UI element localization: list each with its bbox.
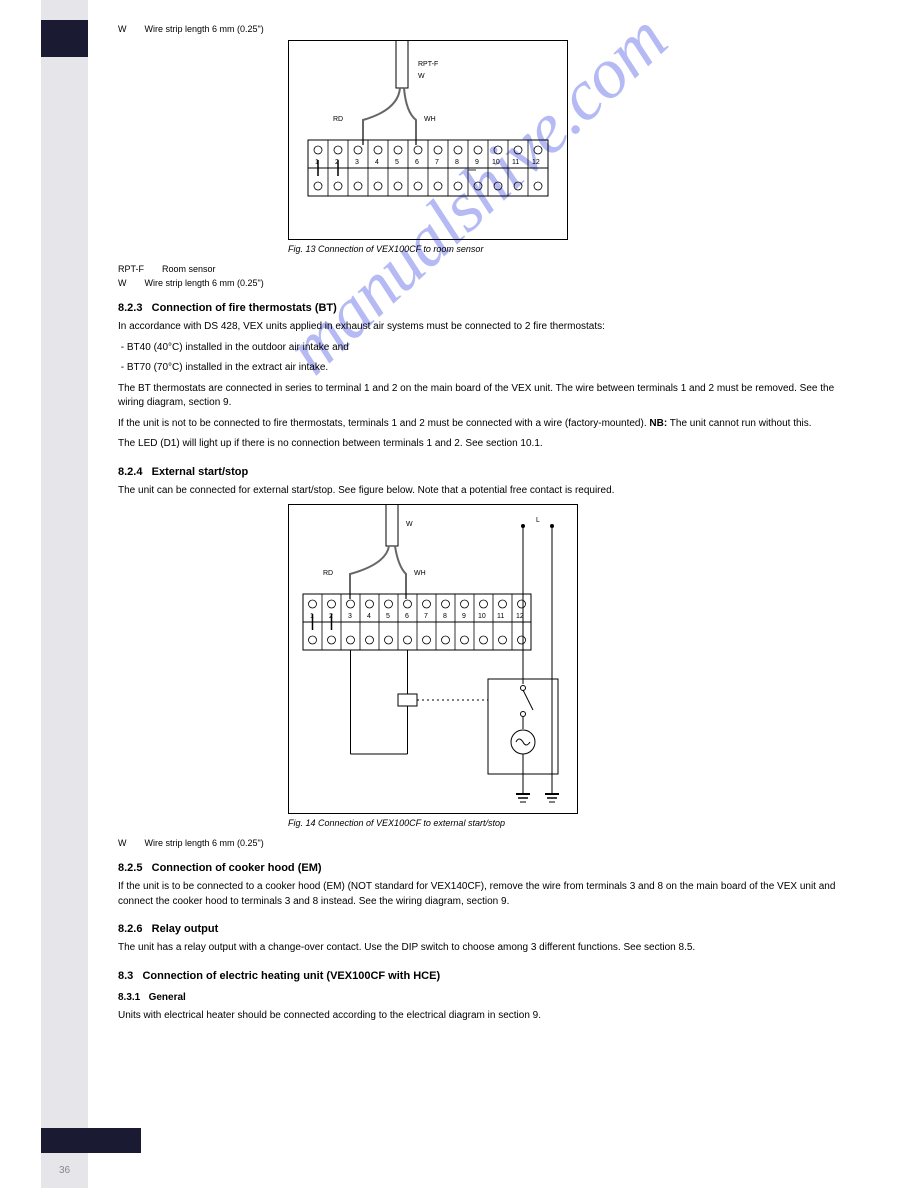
svg-text:1: 1	[315, 159, 319, 166]
svg-text:1: 1	[310, 613, 314, 620]
text-8-2-3-p4: The LED (D1) will light up if there is n…	[118, 437, 858, 452]
text-8-2-3-b2: - BT70 (70°C) installed in the extract a…	[118, 361, 858, 376]
page-number: 36	[41, 1165, 88, 1176]
svg-text:11: 11	[497, 613, 504, 620]
legend-text: Wire strip length 6 mm (0.25")	[145, 24, 264, 34]
fig14-svg: W RD WH L	[288, 504, 578, 814]
text-8-2-3-b1: - BT40 (40°C) installed in the outdoor a…	[118, 341, 858, 356]
text-8-2-4: The unit can be connected for external s…	[118, 484, 858, 499]
fig13-legend-key: RPT-F	[118, 264, 144, 274]
fig13-legend-w: W Wire strip length 6 mm (0.25")	[118, 278, 858, 288]
svg-text:4: 4	[375, 159, 379, 166]
svg-text:3: 3	[355, 159, 359, 166]
heading-8-2-6: 8.2.6 Relay output	[118, 923, 858, 935]
figure-13: RPT-F W RD WH	[288, 40, 858, 240]
fig13-terminal-strip: 1 2 3 4 5 6 7 8 9 10 11 12	[308, 140, 548, 196]
fig14-legend-val: Wire strip length 6 mm (0.25")	[145, 838, 264, 848]
fig13-legend-val: Room sensor	[162, 264, 216, 274]
fig13-caption: Fig. 13 Connection of VEX100CF to room s…	[288, 244, 858, 254]
fig13-svg: RPT-F W RD WH	[288, 40, 568, 240]
svg-text:5: 5	[395, 159, 399, 166]
fig13-label-rptf: RPT-F	[418, 61, 438, 68]
text-8-2-3-p1: In accordance with DS 428, VEX units app…	[118, 320, 858, 335]
svg-text:11: 11	[512, 159, 519, 166]
svg-text:4: 4	[367, 613, 371, 620]
heading-8-2-4: 8.2.4 External start/stop	[118, 466, 858, 478]
svg-text:8: 8	[455, 159, 459, 166]
heading-8-2-3: 8.2.3 Connection of fire thermostats (BT…	[118, 302, 858, 314]
fig13-legend-w-val: Wire strip length 6 mm (0.25")	[145, 278, 264, 288]
figure-14: W RD WH L	[288, 504, 858, 814]
fig14-rd: RD	[323, 570, 333, 577]
svg-text:6: 6	[415, 159, 419, 166]
heading-8-3: 8.3 Connection of electric heating unit …	[118, 970, 858, 982]
fig13-legend-w-key: W	[118, 278, 127, 288]
svg-text:9: 9	[475, 159, 479, 166]
fig13-rd: RD	[333, 116, 343, 123]
text-8-3-1: Units with electrical heater should be c…	[118, 1009, 858, 1024]
svg-text:7: 7	[424, 613, 428, 620]
svg-text:6: 6	[405, 613, 409, 620]
fig14-legend-key: W	[118, 838, 127, 848]
fig14-caption: Fig. 14 Connection of VEX100CF to extern…	[288, 818, 858, 828]
svg-text:7: 7	[435, 159, 439, 166]
svg-text:10: 10	[478, 613, 486, 620]
svg-text:3: 3	[348, 613, 352, 620]
svg-text:10: 10	[492, 159, 500, 166]
svg-text:5: 5	[386, 613, 390, 620]
page-content: W Wire strip length 6 mm (0.25") RPT-F W…	[118, 20, 858, 1029]
legend-row-w: W Wire strip length 6 mm (0.25")	[118, 24, 858, 34]
fig14-legend-w: W Wire strip length 6 mm (0.25")	[118, 838, 858, 848]
svg-text:2: 2	[329, 613, 333, 620]
fig14-label-w: W	[406, 521, 413, 528]
text-8-2-3-p2: The BT thermostats are connected in seri…	[118, 382, 858, 411]
svg-text:2: 2	[335, 159, 339, 166]
fig14-wh: WH	[414, 570, 426, 577]
heading-8-3-1: 8.3.1 General	[118, 992, 858, 1003]
legend-letter: W	[118, 24, 127, 34]
fig13-label-w: W	[418, 73, 425, 80]
side-bottom-block	[41, 1128, 141, 1153]
svg-text:12: 12	[532, 159, 540, 166]
side-top-square	[41, 20, 88, 57]
fig13-wh: WH	[424, 116, 436, 123]
heading-8-2-5: 8.2.5 Connection of cooker hood (EM)	[118, 862, 858, 874]
fig14-L: L	[536, 517, 540, 524]
svg-text:8: 8	[443, 613, 447, 620]
text-8-2-5: If the unit is to be connected to a cook…	[118, 880, 858, 909]
text-8-2-6: The unit has a relay output with a chang…	[118, 941, 858, 956]
svg-text:9: 9	[462, 613, 466, 620]
fig13-legend: RPT-F Room sensor	[118, 264, 858, 274]
text-8-2-3-p3: If the unit is not to be connected to fi…	[118, 417, 858, 432]
side-strip	[41, 0, 88, 1188]
